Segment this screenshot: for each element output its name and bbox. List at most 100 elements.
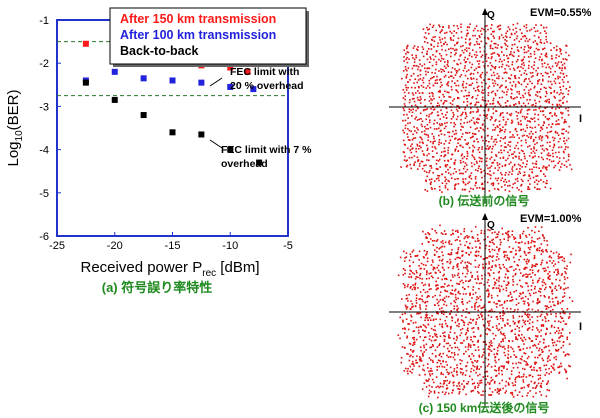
- constellation-point: [515, 338, 517, 340]
- constellation-point: [406, 133, 409, 135]
- constellation-point: [438, 143, 440, 146]
- constellation-point: [453, 308, 455, 310]
- constellation-point: [518, 70, 521, 72]
- constellation-point: [461, 188, 464, 191]
- constellation-point: [488, 245, 491, 247]
- constellation-point: [529, 366, 532, 369]
- constellation-point: [557, 162, 559, 164]
- constellation-point: [432, 36, 435, 39]
- constellation-point: [406, 285, 409, 288]
- constellation-point: [523, 360, 526, 362]
- constellation-point: [517, 55, 520, 57]
- constellation-point: [493, 74, 496, 77]
- constellation-point: [527, 186, 530, 189]
- constellation-point: [454, 178, 456, 181]
- constellation-point: [568, 316, 571, 318]
- constellation-point: [434, 146, 436, 148]
- constellation-point: [560, 332, 562, 334]
- constellation-point: [547, 63, 549, 66]
- constellation-point: [472, 289, 474, 291]
- constellation-point: [562, 320, 565, 322]
- constellation-point: [514, 178, 517, 181]
- constellation-point: [458, 391, 461, 393]
- constellation-point: [501, 369, 503, 372]
- constellation-point: [498, 323, 500, 325]
- constellation-point: [455, 52, 457, 54]
- constellation-point: [540, 261, 543, 264]
- constellation-point: [446, 285, 449, 287]
- constellation-point: [412, 57, 414, 59]
- constellation-point: [541, 59, 543, 62]
- constellation-point: [517, 121, 520, 124]
- constellation-point: [531, 340, 534, 342]
- constellation-point: [468, 54, 471, 57]
- constellation-point: [511, 153, 513, 156]
- constellation-point: [482, 394, 484, 396]
- constellation-point: [426, 290, 429, 293]
- constellation-point: [511, 348, 514, 350]
- constellation-point: [553, 114, 556, 116]
- constellation-point: [545, 35, 547, 38]
- constellation-point: [501, 165, 504, 167]
- constellation-point: [468, 280, 471, 282]
- constellation-point: [489, 44, 492, 47]
- constellation-point: [426, 314, 428, 316]
- constellation-point: [457, 231, 459, 233]
- constellation-point: [498, 28, 500, 31]
- constellation-point: [461, 368, 463, 370]
- constellation-point: [397, 334, 400, 336]
- constellation-point: [419, 141, 421, 144]
- constellation-point: [499, 28, 502, 30]
- constellation-point: [462, 321, 465, 323]
- constellation-point: [481, 89, 484, 91]
- constellation-point: [569, 332, 571, 334]
- constellation-point: [476, 368, 478, 371]
- constellation-point: [498, 372, 500, 375]
- constellation-point: [550, 49, 552, 51]
- constellation-point: [528, 292, 531, 295]
- constellation-point: [413, 58, 416, 61]
- constellation-point: [551, 115, 553, 117]
- constellation-point: [435, 50, 438, 53]
- constellation-point: [486, 127, 489, 130]
- constellation-point: [435, 159, 438, 162]
- constellation-point: [403, 60, 405, 62]
- constellation-point: [443, 150, 445, 153]
- constellation-point: [476, 94, 479, 97]
- constellation-point: [485, 82, 487, 85]
- constellation-point: [538, 237, 541, 239]
- constellation-point: [561, 163, 563, 165]
- constellation-point: [415, 326, 418, 329]
- constellation-point: [520, 358, 523, 361]
- constellation-point: [534, 241, 536, 243]
- constellation-point: [550, 250, 552, 253]
- constellation-point: [449, 102, 452, 105]
- constellation-point: [487, 78, 490, 81]
- constellation-point: [490, 53, 493, 55]
- constellation-point: [553, 166, 555, 169]
- constellation-point: [402, 319, 404, 322]
- constellation-point: [531, 229, 533, 232]
- constellation-point: [509, 81, 512, 84]
- constellation-point: [514, 85, 517, 88]
- constellation-point: [526, 30, 528, 32]
- constellation-point: [454, 82, 456, 84]
- constellation-point: [528, 322, 531, 325]
- constellation-point: [466, 361, 469, 364]
- constellation-point: [545, 372, 548, 374]
- constellation-point: [530, 276, 532, 278]
- constellation-point: [449, 139, 452, 141]
- x-tick-label: -25: [49, 240, 65, 252]
- constellation-point: [424, 105, 426, 107]
- constellation-point: [426, 252, 428, 255]
- constellation-point: [498, 54, 500, 56]
- constellation-point: [446, 63, 449, 66]
- constellation-point: [529, 177, 532, 180]
- constellation-point: [531, 316, 533, 318]
- constellation-point: [517, 173, 519, 175]
- constellation-point: [407, 81, 409, 83]
- constellation-point: [495, 138, 497, 141]
- constellation-point: [446, 354, 448, 357]
- constellation-point: [406, 47, 408, 50]
- constellation-point: [413, 338, 415, 341]
